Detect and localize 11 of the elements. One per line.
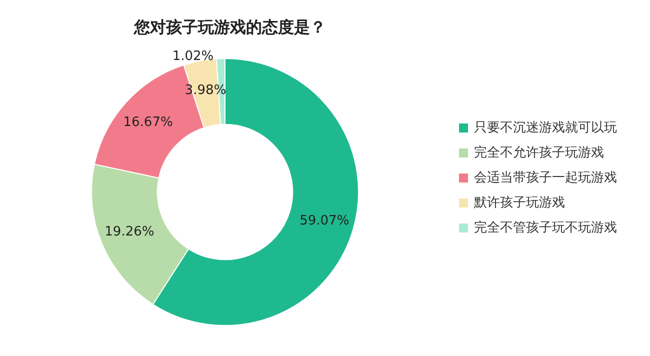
- legend-label: 完全不管孩子玩不玩游戏: [474, 220, 617, 236]
- legend-label: 只要不沉迷游戏就可以玩: [474, 120, 617, 136]
- legend-label: 默许孩子玩游戏: [473, 196, 565, 210]
- legend-label: 会适当带孩子一起玩游戏: [474, 170, 617, 186]
- data-label: 3.98%: [184, 82, 226, 98]
- data-label: 1.02%: [172, 49, 214, 64]
- data-label: 16.67%: [123, 115, 173, 130]
- data-label: 59.07%: [300, 214, 350, 229]
- chart-title: 您对孩子玩游戏的态度是？: [133, 18, 326, 36]
- data-label: 19.26%: [104, 224, 154, 240]
- legend-label: 完全不允许孩子玩游戏: [474, 144, 604, 160]
